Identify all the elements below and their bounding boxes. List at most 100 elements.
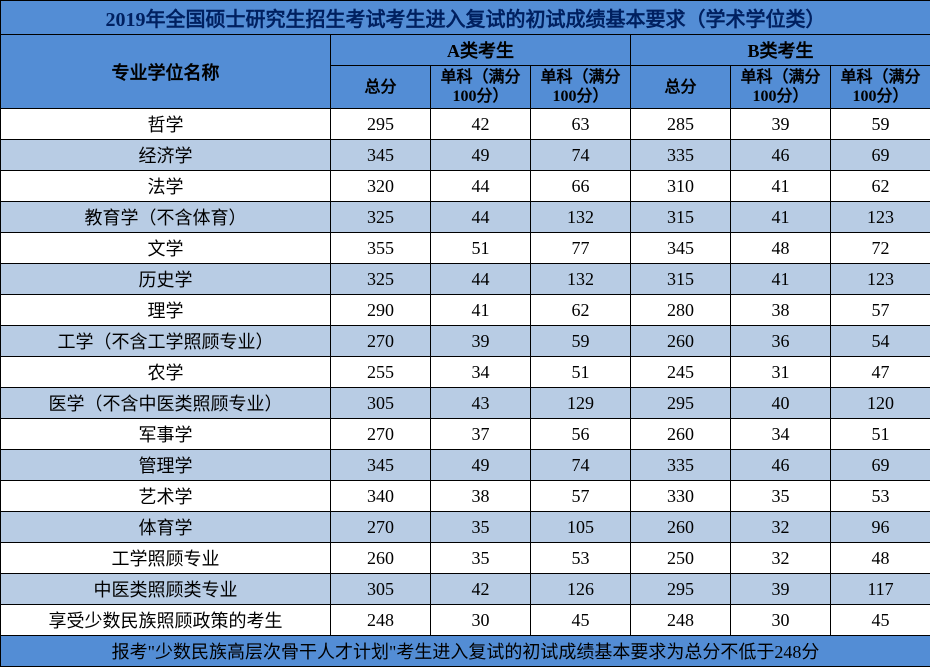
cell-a-0: 248 [331, 605, 431, 636]
cell-b-1: 41 [731, 264, 831, 295]
cell-b-1: 39 [731, 109, 831, 140]
cell-a-2: 53 [531, 543, 631, 574]
table-row: 文学35551773454872 [1, 233, 930, 264]
cell-b-2: 72 [831, 233, 930, 264]
row-name: 艺术学 [1, 481, 331, 512]
table-row: 医学（不含中医类照顾专业）3054312929540120 [1, 388, 930, 419]
cell-b-1: 30 [731, 605, 831, 636]
cell-a-2: 132 [531, 202, 631, 233]
cell-a-2: 59 [531, 326, 631, 357]
cell-b-0: 345 [631, 233, 731, 264]
table-row: 哲学29542632853959 [1, 109, 930, 140]
cell-b-2: 47 [831, 357, 930, 388]
cell-a-0: 260 [331, 543, 431, 574]
cell-b-1: 41 [731, 202, 831, 233]
cell-b-2: 53 [831, 481, 930, 512]
cell-b-1: 39 [731, 574, 831, 605]
table-row: 教育学（不含体育）3254413231541123 [1, 202, 930, 233]
table-row: 管理学34549743354669 [1, 450, 930, 481]
row-name: 理学 [1, 295, 331, 326]
cell-a-0: 270 [331, 419, 431, 450]
cell-b-0: 260 [631, 326, 731, 357]
row-name: 历史学 [1, 264, 331, 295]
cell-a-1: 42 [431, 574, 531, 605]
row-name: 经济学 [1, 140, 331, 171]
cell-a-1: 34 [431, 357, 531, 388]
cell-a-0: 305 [331, 388, 431, 419]
cell-a-2: 51 [531, 357, 631, 388]
cell-a-1: 49 [431, 450, 531, 481]
cell-a-0: 290 [331, 295, 431, 326]
table-row: 历史学3254413231541123 [1, 264, 930, 295]
footer-note: 报考"少数民族高层次骨干人才计划"考生进入复试的初试成绩基本要求为总分不低于24… [1, 636, 930, 667]
cell-b-1: 46 [731, 450, 831, 481]
cell-a-2: 57 [531, 481, 631, 512]
row-name: 哲学 [1, 109, 331, 140]
cell-b-0: 335 [631, 140, 731, 171]
cell-a-1: 51 [431, 233, 531, 264]
cell-b-2: 59 [831, 109, 930, 140]
cell-a-1: 35 [431, 543, 531, 574]
row-name: 农学 [1, 357, 331, 388]
cell-b-2: 123 [831, 264, 930, 295]
cell-a-2: 56 [531, 419, 631, 450]
cell-b-2: 96 [831, 512, 930, 543]
sub-header-4: 单科（满分100分） [731, 66, 831, 109]
cell-b-0: 245 [631, 357, 731, 388]
score-table: 2019年全国硕士研究生招生考试考生进入复试的初试成绩基本要求（学术学位类）专业… [0, 0, 930, 667]
cell-b-1: 34 [731, 419, 831, 450]
cell-a-2: 129 [531, 388, 631, 419]
table-row: 工学（不含工学照顾专业）27039592603654 [1, 326, 930, 357]
table-row: 工学照顾专业26035532503248 [1, 543, 930, 574]
cell-a-0: 340 [331, 481, 431, 512]
row-name: 工学（不含工学照顾专业） [1, 326, 331, 357]
cell-a-1: 38 [431, 481, 531, 512]
header-group-row: 专业学位名称A类考生B类考生 [1, 35, 930, 66]
cell-a-1: 44 [431, 202, 531, 233]
table-row: 艺术学34038573303553 [1, 481, 930, 512]
row-name: 享受少数民族照顾政策的考生 [1, 605, 331, 636]
cell-a-2: 63 [531, 109, 631, 140]
cell-a-2: 77 [531, 233, 631, 264]
sub-header-0: 总分 [331, 66, 431, 109]
cell-b-2: 117 [831, 574, 930, 605]
cell-b-0: 285 [631, 109, 731, 140]
cell-b-0: 315 [631, 202, 731, 233]
cell-b-1: 31 [731, 357, 831, 388]
cell-b-1: 46 [731, 140, 831, 171]
cell-a-1: 39 [431, 326, 531, 357]
row-name: 管理学 [1, 450, 331, 481]
cell-b-1: 48 [731, 233, 831, 264]
cell-b-0: 330 [631, 481, 731, 512]
col-header-groupB: B类考生 [631, 35, 930, 66]
row-name: 体育学 [1, 512, 331, 543]
cell-a-2: 45 [531, 605, 631, 636]
cell-a-0: 270 [331, 326, 431, 357]
col-header-groupA: A类考生 [331, 35, 631, 66]
cell-b-0: 335 [631, 450, 731, 481]
cell-a-2: 126 [531, 574, 631, 605]
table-row: 享受少数民族照顾政策的考生24830452483045 [1, 605, 930, 636]
cell-a-1: 49 [431, 140, 531, 171]
cell-b-2: 48 [831, 543, 930, 574]
table-title: 2019年全国硕士研究生招生考试考生进入复试的初试成绩基本要求（学术学位类） [1, 1, 930, 35]
cell-b-1: 32 [731, 543, 831, 574]
row-name: 教育学（不含体育） [1, 202, 331, 233]
row-name: 法学 [1, 171, 331, 202]
cell-a-0: 305 [331, 574, 431, 605]
cell-b-1: 41 [731, 171, 831, 202]
cell-a-0: 355 [331, 233, 431, 264]
table-row: 法学32044663104162 [1, 171, 930, 202]
cell-a-1: 41 [431, 295, 531, 326]
cell-a-0: 345 [331, 140, 431, 171]
cell-a-1: 44 [431, 171, 531, 202]
table-title-row: 2019年全国硕士研究生招生考试考生进入复试的初试成绩基本要求（学术学位类） [1, 1, 930, 35]
cell-b-1: 38 [731, 295, 831, 326]
cell-b-1: 36 [731, 326, 831, 357]
cell-a-2: 66 [531, 171, 631, 202]
cell-b-0: 280 [631, 295, 731, 326]
cell-a-2: 62 [531, 295, 631, 326]
cell-b-2: 62 [831, 171, 930, 202]
cell-b-2: 120 [831, 388, 930, 419]
cell-b-2: 57 [831, 295, 930, 326]
